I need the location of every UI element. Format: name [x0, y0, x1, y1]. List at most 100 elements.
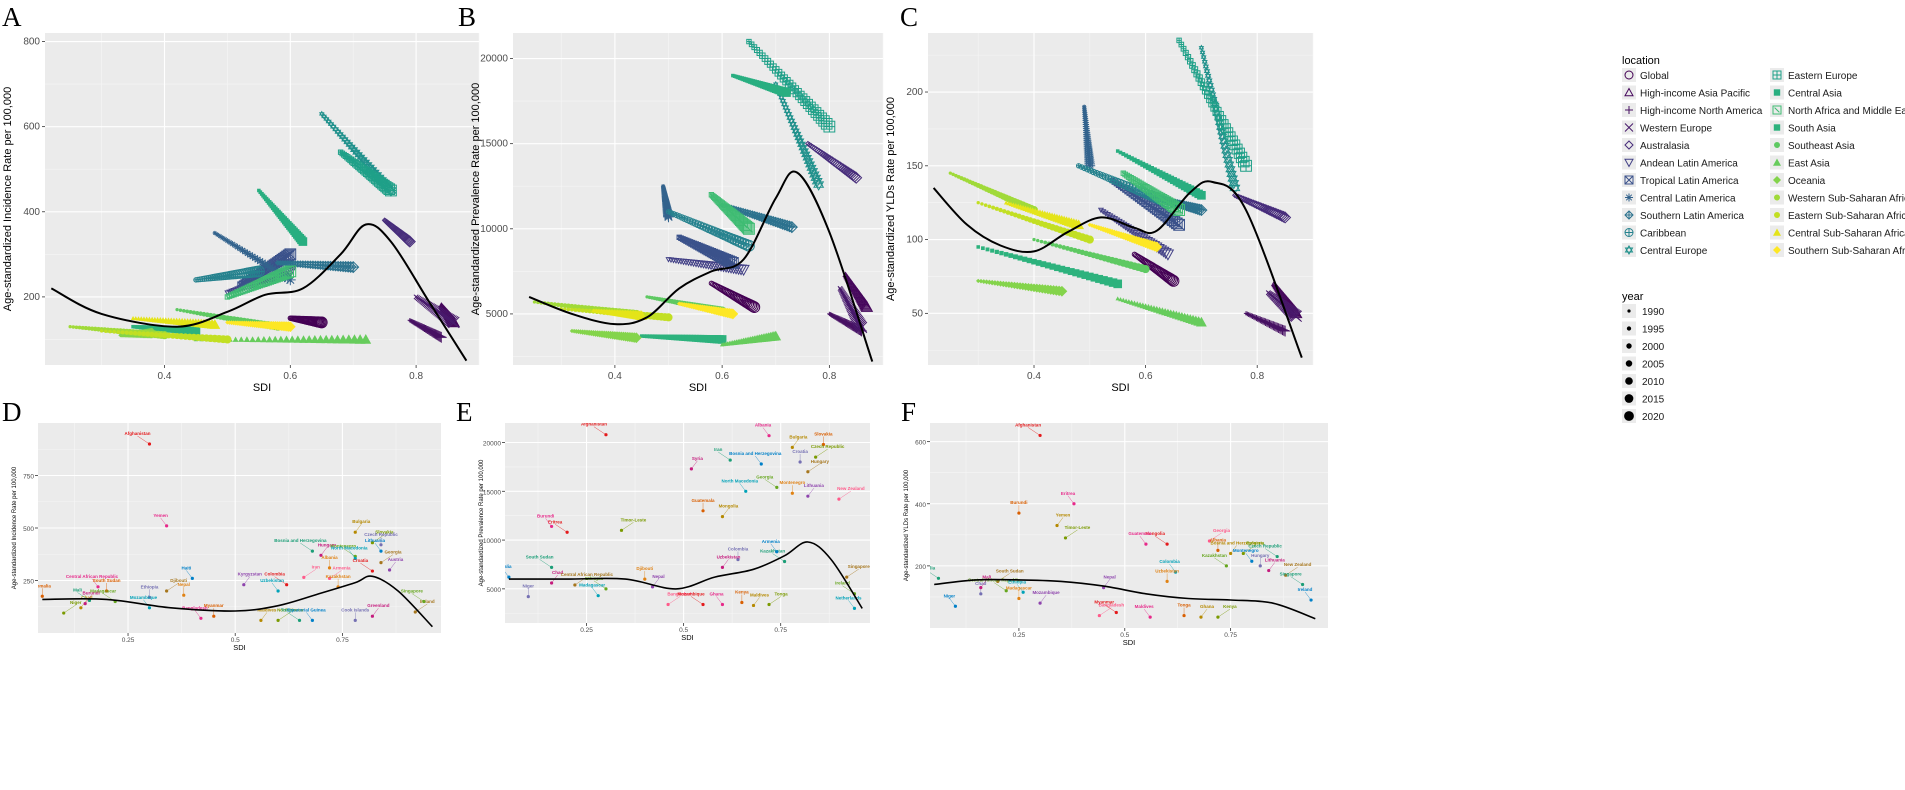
- y-tick-label: 10000: [480, 224, 508, 235]
- country-point: Hungary: [318, 542, 337, 557]
- data-point: [1268, 206, 1279, 218]
- data-point: [999, 250, 1004, 256]
- data-point: [1134, 231, 1144, 241]
- data-point: [1137, 160, 1143, 166]
- legend-year-label: 1995: [1642, 325, 1665, 336]
- data-point: [246, 251, 254, 259]
- leader-line: [374, 542, 382, 552]
- data-point: [217, 233, 223, 239]
- country-marker: [845, 575, 849, 579]
- data-layer: Afghanistan Albania Slovakia BulgariaCzech …: [505, 422, 870, 610]
- data-point: [813, 178, 825, 191]
- data-point: [1022, 256, 1028, 262]
- data-point: [223, 335, 232, 344]
- country-point: Ireland: [1298, 587, 1313, 602]
- data-point: [1067, 268, 1075, 276]
- country-label: North Macedonia: [721, 478, 758, 483]
- data-point: [1129, 156, 1134, 161]
- country-marker: [596, 594, 600, 598]
- leader-line: [1209, 532, 1222, 542]
- country-marker: [720, 515, 725, 519]
- country-label: Hungary: [1251, 553, 1270, 558]
- country-label: Central African Republic: [561, 572, 614, 577]
- data-point: [258, 258, 267, 267]
- y-tick-label: 5000: [486, 309, 509, 320]
- legend-year-label: 1990: [1642, 307, 1665, 318]
- country-marker: [565, 530, 569, 534]
- country-label: Chad: [552, 570, 564, 575]
- country-label: Kyrgyzstan: [238, 572, 263, 577]
- country-marker: [720, 602, 725, 607]
- country-label: Bosnia and Herzegovina: [274, 538, 327, 543]
- data-point: [360, 334, 372, 344]
- data-point: [1115, 296, 1120, 301]
- legend-location-label: Andean Latin America: [1640, 159, 1738, 170]
- data-point: [293, 335, 302, 343]
- legend-location-label: Central Sub-Saharan Africa: [1788, 229, 1905, 240]
- data-point: [252, 265, 265, 278]
- data-point: [241, 248, 249, 256]
- data-point: [1099, 276, 1108, 285]
- country-marker: [370, 541, 375, 545]
- data-point: [652, 334, 658, 339]
- country-label: Maldives: [1135, 604, 1155, 609]
- country-label: Colombia: [1159, 559, 1180, 564]
- country-point: Cook Islands: [341, 607, 370, 623]
- legend-item: East Asia: [1770, 155, 1830, 170]
- leader-line: [994, 582, 1007, 591]
- country-point: Kenya: [1216, 604, 1237, 619]
- data-point: [243, 249, 252, 257]
- country-label: Bulgaria: [789, 434, 808, 439]
- legend-location-label: South Asia: [1788, 124, 1836, 135]
- legend-year-label: 2005: [1642, 360, 1665, 371]
- legend-item: Southern Sub-Saharan Africa: [1770, 243, 1905, 257]
- data-point: [1277, 210, 1290, 223]
- country-marker: [1309, 598, 1313, 602]
- legend-year-label: 2015: [1642, 395, 1665, 406]
- country-label: Montenegro: [330, 543, 356, 548]
- trend-line: [528, 170, 874, 362]
- country-point: Kazakhstan: [760, 549, 787, 564]
- data-point: [224, 238, 231, 244]
- y-tick-label: 15000: [480, 139, 508, 150]
- country-label: Bosnia and Herzegovina: [729, 451, 782, 456]
- data-point: [239, 246, 246, 254]
- data-point: [116, 330, 121, 335]
- data-point: [249, 336, 256, 343]
- y-tick-label: 15000: [483, 489, 501, 496]
- series-central-europe: [772, 80, 825, 191]
- country-marker: [1038, 433, 1042, 438]
- country-point: Lithuania: [365, 538, 385, 553]
- data-point: [282, 335, 291, 343]
- country-point: Uzbekistan: [260, 578, 284, 593]
- series-central-sub-saharan-africa: [130, 315, 221, 329]
- country-marker: [1284, 573, 1288, 577]
- country-marker: [996, 579, 1000, 584]
- x-axis-title: SDI: [1123, 638, 1136, 647]
- country-label: Djibouti: [170, 578, 187, 583]
- data-point: [785, 220, 798, 234]
- leader-line: [838, 490, 852, 500]
- country-point: Djibouti: [636, 566, 653, 581]
- country-point: New Zealand: [837, 486, 865, 501]
- country-label: Uzbekistan: [717, 554, 741, 559]
- country-label: Djibouti: [636, 566, 653, 571]
- data-point: [1065, 246, 1070, 251]
- trend-line: [42, 575, 433, 628]
- data-point: [1278, 211, 1292, 224]
- country-label: Eritrea: [548, 519, 563, 524]
- country-label: Guatemala: [692, 498, 716, 503]
- legend-item: Oceania: [1770, 173, 1826, 187]
- leader-line: [848, 600, 855, 609]
- legend-year-item: 1990: [1622, 304, 1665, 318]
- data-point: [1057, 244, 1063, 249]
- country-label: Afghanistan: [581, 422, 607, 427]
- country-marker: [728, 458, 732, 462]
- legend-key-square-cross-icon: [1624, 175, 1634, 185]
- country-point: Albania: [1210, 537, 1227, 552]
- y-tick-label: 600: [23, 122, 40, 133]
- leader-line: [593, 580, 607, 590]
- data-point: [1003, 200, 1009, 205]
- legend-year-dot-icon: [1624, 394, 1634, 403]
- country-marker: [302, 575, 306, 579]
